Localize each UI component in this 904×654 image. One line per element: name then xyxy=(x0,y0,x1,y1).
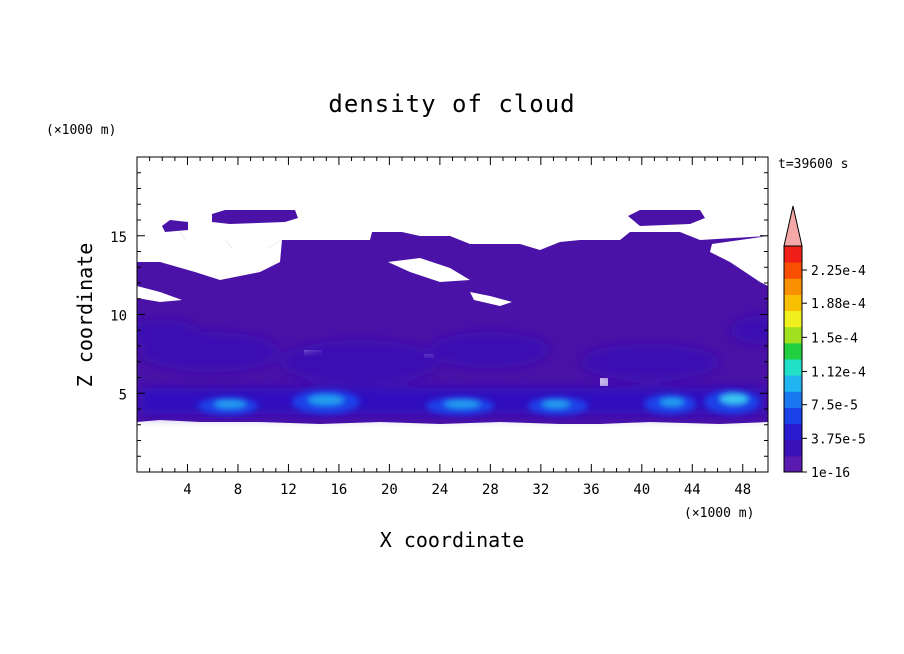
inner-band-3 xyxy=(430,332,550,368)
x-tick-label: 8 xyxy=(234,482,242,498)
x-tick-label: 44 xyxy=(684,482,701,498)
inner-band-2 xyxy=(280,340,440,384)
core-6-inner xyxy=(720,394,748,404)
x-tick-label: 20 xyxy=(381,482,398,498)
chart-title: density of cloud xyxy=(328,90,575,118)
colorbar-segment xyxy=(784,262,802,279)
x-unit-label: (×1000 m) xyxy=(684,506,754,521)
inner-band-4 xyxy=(580,344,720,380)
colorbar-segment xyxy=(784,375,802,392)
colorbar-overflow-arrow xyxy=(784,206,802,246)
colorbar: 2.25e-4 1.88e-4 1.5e-4 1.12e-4 7.5e-5 3.75e-5… xyxy=(784,206,866,481)
colorbar-label: 2.25e-4 xyxy=(811,264,866,279)
y-tick-label: 5 xyxy=(119,387,127,403)
colorbar-segment xyxy=(784,311,802,328)
x-tick-label: 48 xyxy=(734,482,751,498)
inner-band-5 xyxy=(120,320,200,344)
cloud-top-left xyxy=(212,210,298,224)
core-1-inner xyxy=(214,400,246,408)
core-3-inner xyxy=(444,400,480,408)
colorbar-segment xyxy=(784,246,802,263)
x-tick-label: 12 xyxy=(280,482,297,498)
inner-band-6 xyxy=(730,316,790,344)
cloud-field xyxy=(120,210,790,424)
y-axis-label: Z coordinate xyxy=(73,243,97,388)
colorbar-segment xyxy=(784,343,802,360)
colorbar-segment xyxy=(784,424,802,441)
y-unit-label: (×1000 m) xyxy=(46,123,116,138)
colorbar-segment xyxy=(784,440,802,457)
core-5-inner xyxy=(660,398,684,406)
colorbar-label: 7.5e-5 xyxy=(811,399,858,414)
time-label: t=39600 s xyxy=(778,157,848,172)
colorbar-segment xyxy=(784,294,802,311)
x-tick-label: 28 xyxy=(482,482,499,498)
colorbar-label: 1.88e-4 xyxy=(811,297,866,312)
colorbar-segment xyxy=(784,456,802,473)
colorbar-segment xyxy=(784,391,802,408)
x-tick-label: 40 xyxy=(633,482,650,498)
y-tick-label: 15 xyxy=(110,230,127,246)
colorbar-segment xyxy=(784,327,802,344)
core-2-inner xyxy=(308,395,344,405)
gap-tiny-c xyxy=(600,378,608,386)
cloud-top-right xyxy=(628,210,705,226)
y-tick-label: 10 xyxy=(110,309,127,325)
x-tick-label: 36 xyxy=(583,482,600,498)
x-tick-label: 4 xyxy=(183,482,191,498)
core-4-inner xyxy=(542,400,570,408)
colorbar-segment xyxy=(784,359,802,376)
colorbar-label: 3.75e-5 xyxy=(811,432,866,447)
x-tick-label: 32 xyxy=(532,482,549,498)
colorbar-label: 1.12e-4 xyxy=(811,365,866,380)
colorbar-segment xyxy=(784,278,802,295)
x-axis-label: X coordinate xyxy=(380,528,525,552)
colorbar-label: 1e-16 xyxy=(811,466,850,481)
cloud-top-left-small xyxy=(162,220,188,232)
colorbar-segment xyxy=(784,407,802,424)
colorbar-label: 1.5e-4 xyxy=(811,331,858,346)
x-tick-label: 16 xyxy=(330,482,347,498)
x-tick-label: 24 xyxy=(431,482,448,498)
